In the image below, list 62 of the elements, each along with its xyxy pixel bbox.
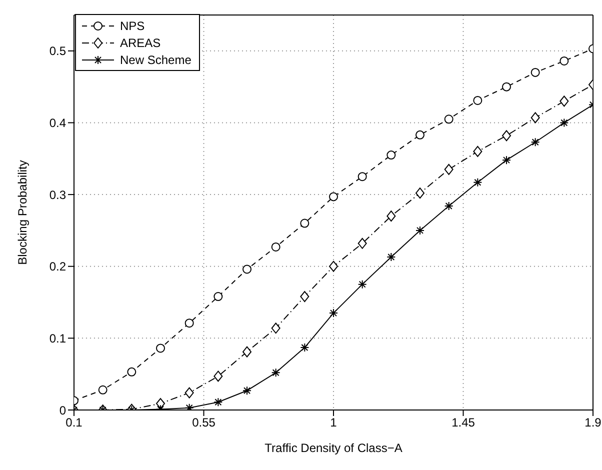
point — [473, 178, 482, 187]
point — [444, 164, 454, 175]
legend-label: NPS — [120, 18, 145, 32]
point — [98, 385, 108, 394]
point — [560, 56, 569, 66]
point — [473, 96, 482, 105]
point — [416, 188, 424, 199]
point — [300, 218, 310, 228]
point — [560, 118, 569, 128]
point — [300, 343, 310, 352]
point — [329, 192, 338, 202]
point — [358, 280, 367, 289]
point — [242, 264, 252, 274]
point — [386, 150, 396, 160]
point — [329, 260, 338, 272]
x-tick-label: 1 — [330, 416, 338, 430]
point — [184, 318, 194, 328]
point — [530, 138, 540, 147]
point — [444, 202, 454, 211]
point — [242, 346, 252, 358]
y-tick-label: 0 — [59, 403, 66, 418]
point — [214, 370, 223, 382]
point — [502, 130, 511, 142]
point — [358, 172, 367, 182]
point — [214, 292, 223, 302]
point — [242, 386, 252, 396]
point — [271, 322, 280, 334]
point — [444, 114, 454, 124]
y-tick-label: 0.4 — [49, 116, 66, 130]
x-tick-label: 0.1 — [66, 416, 83, 430]
legend-label: New Scheme — [120, 52, 192, 66]
x-tick-label: 1.45 — [452, 416, 476, 430]
point — [184, 387, 194, 398]
point — [502, 82, 511, 92]
point — [473, 146, 482, 157]
point — [386, 210, 396, 222]
point — [530, 68, 540, 77]
x-tick-label: 0.55 — [192, 416, 216, 430]
point — [416, 130, 424, 140]
point — [386, 252, 396, 262]
point — [184, 403, 194, 410]
point — [271, 242, 280, 252]
y-tick-label: 0.2 — [49, 260, 66, 274]
point — [156, 398, 165, 410]
point — [300, 291, 310, 302]
point — [329, 308, 338, 318]
x-tick-label: 1.9 — [584, 416, 602, 430]
point — [502, 156, 511, 165]
y-tick-label: 0.1 — [49, 331, 66, 346]
point — [127, 367, 136, 376]
y-tick-label: 0.3 — [49, 188, 66, 202]
point — [416, 226, 424, 235]
x-axis-title: Traffic Density of Class−A — [264, 441, 402, 455]
y-axis-title: Blocking Probability — [15, 160, 30, 265]
point — [358, 238, 367, 249]
point — [156, 344, 165, 353]
point — [530, 112, 540, 124]
y-tick-label: 0.5 — [49, 44, 66, 58]
point — [560, 96, 569, 107]
point — [271, 368, 280, 378]
point — [214, 398, 223, 407]
legend-label: AREAS — [120, 36, 161, 50]
